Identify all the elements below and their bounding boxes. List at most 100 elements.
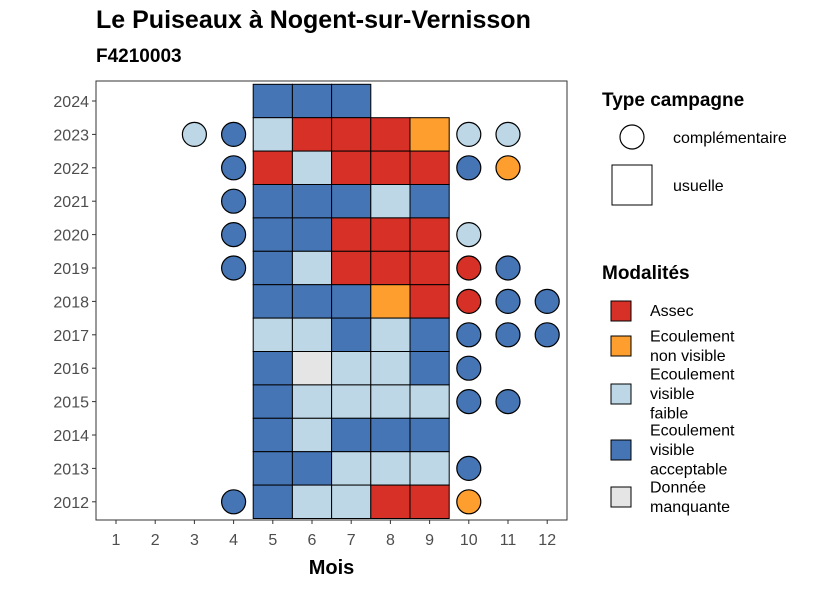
tile-2017-6 — [291, 317, 333, 353]
legend-fill-line: faible — [650, 406, 688, 423]
x-tick-label-2: 2 — [151, 532, 160, 549]
legend-shape-label-0: complémentaire — [673, 130, 787, 147]
tile-2015-9 — [409, 384, 450, 419]
tile-2021-5 — [252, 184, 293, 219]
legend-fill-line: Assec — [650, 303, 694, 320]
tile-2014-5 — [252, 417, 293, 453]
tile-2021-9 — [409, 184, 450, 219]
legend-fill-title: Modalités — [602, 263, 690, 284]
tile-2016-5 — [252, 351, 293, 386]
legend-fill-line: Ecoulement — [650, 423, 735, 440]
tile-2023-7 — [331, 117, 372, 152]
legend-fill-line: Donnée — [650, 479, 706, 496]
tile-2018-5 — [252, 284, 293, 319]
point-2022-11 — [495, 155, 521, 181]
legend-fill-line: Ecoulement — [650, 328, 735, 345]
tile-2015-7 — [331, 384, 372, 419]
x-tick-label-8: 8 — [386, 532, 395, 549]
x-tick-label-3: 3 — [190, 532, 199, 549]
legend-fill-label-A: Assec — [650, 303, 694, 320]
point-2019-10 — [456, 255, 482, 281]
point-2019-4 — [221, 255, 247, 281]
tile-2012-8 — [370, 484, 411, 520]
legend-fill-label-F: Ecoulement visible faible — [650, 367, 735, 423]
tile-2013-7 — [331, 451, 372, 486]
tile-2020-5 — [252, 217, 293, 252]
tile-2015-5 — [252, 384, 293, 419]
y-tick-label-2014: 2014 — [53, 428, 89, 445]
point-2015-10 — [456, 389, 482, 415]
y-tick-label-2019: 2019 — [53, 261, 89, 278]
point-2020-10 — [456, 222, 482, 248]
tile-2014-9 — [409, 417, 450, 453]
y-tick-label-2020: 2020 — [53, 228, 89, 245]
tile-2024-6 — [291, 83, 333, 119]
legend-fill-line: visible — [650, 442, 695, 459]
x-axis-title: Mois — [309, 557, 355, 579]
point-2015-11 — [495, 389, 521, 415]
y-tick-label-2023: 2023 — [53, 127, 89, 144]
legend-fill-label-V: Ecoulement visible acceptable — [650, 423, 735, 479]
point-2019-11 — [495, 255, 521, 281]
point-2017-10 — [456, 322, 482, 348]
tile-2022-6 — [291, 150, 333, 186]
x-tick-label-11: 11 — [500, 532, 517, 549]
legend-circle-key — [619, 124, 645, 150]
y-tick-label-2013: 2013 — [53, 461, 89, 478]
point-2013-10 — [456, 455, 482, 481]
tile-2012-9 — [409, 484, 450, 520]
tile-2018-9 — [409, 284, 450, 319]
point-2017-11 — [495, 322, 521, 348]
x-tick-label-10: 10 — [460, 532, 478, 549]
tile-2019-9 — [409, 250, 450, 286]
tile-2014-8 — [370, 417, 411, 453]
point-2018-10 — [456, 288, 482, 314]
tile-2014-6 — [291, 417, 333, 453]
x-tick-label-5: 5 — [268, 532, 277, 549]
tile-2017-5 — [252, 317, 293, 353]
point-2018-11 — [495, 288, 521, 314]
tile-2023-6 — [291, 117, 333, 152]
tile-2018-7 — [331, 284, 372, 319]
tile-2021-8 — [370, 184, 411, 219]
point-2016-10 — [456, 355, 482, 381]
legend-swatch-A — [610, 300, 632, 322]
x-tick-label-6: 6 — [308, 532, 317, 549]
point-2023-11 — [495, 121, 521, 147]
y-tick-label-2024: 2024 — [53, 94, 89, 111]
chart-title: Le Puiseaux à Nogent-sur-Vernisson — [96, 6, 531, 34]
y-tick-label-2017: 2017 — [53, 328, 89, 345]
tile-2018-6 — [291, 284, 333, 319]
point-2023-3 — [181, 121, 207, 147]
tile-2019-7 — [331, 250, 372, 286]
legend-shape-label-1: usuelle — [673, 178, 724, 195]
tile-2023-8 — [370, 117, 411, 152]
tile-2023-5 — [252, 117, 293, 152]
tile-2022-5 — [252, 150, 293, 186]
point-2017-12 — [534, 322, 560, 348]
y-tick-label-2015: 2015 — [53, 395, 89, 412]
tile-2021-6 — [291, 184, 333, 219]
point-2022-4 — [221, 155, 247, 181]
tile-2020-9 — [409, 217, 450, 252]
tile-2016-6 — [291, 351, 333, 386]
chart-subtitle: F4210003 — [96, 46, 182, 67]
tile-2016-7 — [331, 351, 372, 386]
tile-2014-7 — [331, 417, 372, 453]
tile-2024-5 — [252, 83, 293, 119]
tile-2017-7 — [331, 317, 372, 353]
legend-fill-line: visible — [650, 386, 695, 403]
tile-2024-7 — [331, 83, 372, 119]
tile-2019-5 — [252, 250, 293, 286]
tile-2017-8 — [370, 317, 411, 353]
tile-2016-9 — [409, 351, 450, 386]
tile-2019-8 — [370, 250, 411, 286]
point-2023-10 — [456, 121, 482, 147]
x-tick-label-4: 4 — [229, 532, 238, 549]
legend-fill-line: manquante — [650, 499, 730, 516]
tile-2018-8 — [370, 284, 411, 319]
tile-2017-9 — [409, 317, 450, 353]
legend-swatch-F — [610, 383, 632, 405]
x-tick-label-9: 9 — [425, 532, 434, 549]
